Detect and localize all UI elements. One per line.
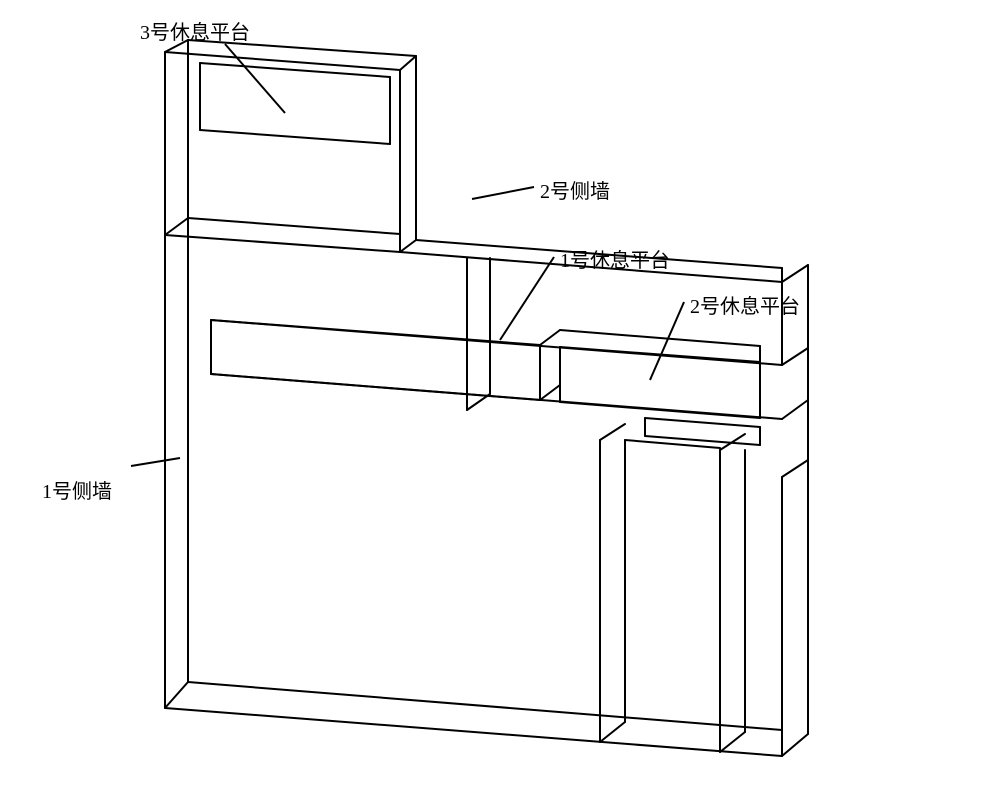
diagram-canvas (0, 0, 1000, 811)
label-2-platform: 2号休息平台 (690, 290, 800, 319)
wireframe-lines (165, 40, 808, 756)
label-3-platform: 3号休息平台 (140, 16, 250, 45)
label-1-wall: 1号侧墙 (42, 475, 112, 504)
label-1-platform: 1号休息平台 (560, 244, 670, 273)
label-2-wall: 2号侧墙 (540, 175, 610, 204)
